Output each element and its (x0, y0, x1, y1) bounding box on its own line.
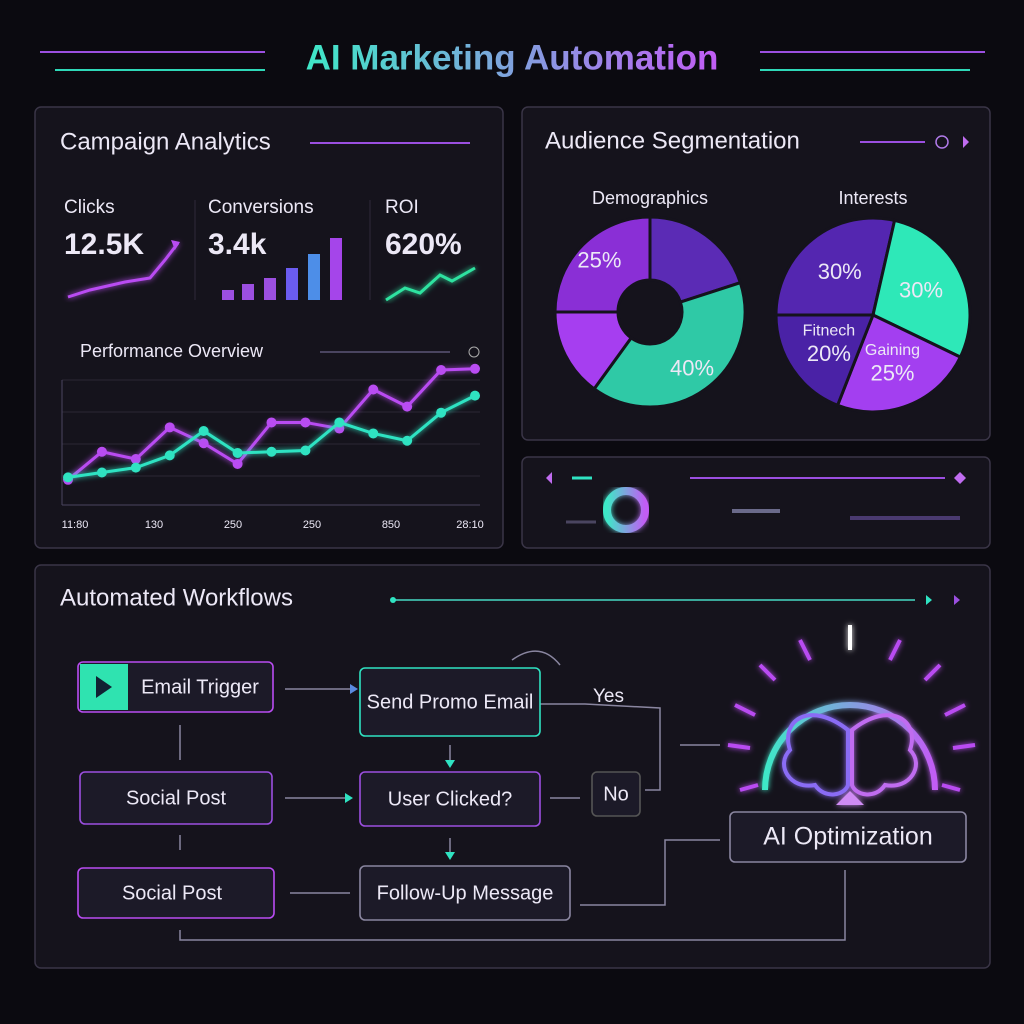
point (368, 428, 379, 439)
pie-slice (774, 216, 897, 317)
point (334, 417, 345, 428)
slice-value: 25% (577, 247, 621, 272)
icon[interactable] (963, 136, 969, 148)
pie-slice (871, 218, 972, 360)
workflow-node[interactable] (79, 771, 273, 825)
kpi-label: Clicks (64, 197, 115, 218)
point (130, 462, 141, 473)
sparkline (171, 240, 180, 250)
node-label: Email Trigger (141, 676, 259, 698)
sparkbars (222, 238, 342, 300)
play-icon (96, 676, 112, 698)
panel-title: Audience Segmentation (545, 127, 800, 154)
slice-label: Fitnech (803, 322, 855, 339)
panel (521, 456, 991, 549)
node-label: Follow-Up Message (377, 882, 554, 904)
pie-slice (553, 215, 652, 314)
point (164, 450, 175, 461)
point (266, 417, 277, 428)
kpi-value: 3.4k (208, 228, 267, 261)
point (300, 445, 311, 456)
point (232, 447, 243, 458)
workflow-node[interactable] (729, 811, 967, 863)
kpi-label: Conversions (208, 197, 314, 218)
panel (34, 106, 504, 549)
node-label: Social Post (126, 787, 226, 809)
kpi-value: 12.5K (64, 228, 144, 261)
node-label: No (603, 783, 629, 805)
pie-slice (648, 215, 743, 305)
pie-title: Interests (838, 188, 907, 208)
pie-slice (553, 310, 634, 391)
edge-label: Yes (593, 686, 624, 707)
icon (926, 595, 932, 605)
pie-slice (835, 312, 963, 414)
dot (390, 597, 396, 603)
icon (954, 595, 960, 605)
sparkline (67, 242, 180, 299)
point (300, 417, 311, 428)
icon (954, 472, 966, 484)
workflow-node[interactable] (359, 667, 541, 737)
point (96, 446, 107, 457)
point (232, 458, 243, 469)
slice-label: Gaining (865, 342, 920, 359)
workflow-node[interactable] (359, 865, 571, 921)
icon[interactable] (468, 346, 480, 358)
chart-title: Performance Overview (80, 341, 264, 361)
node-label: Social Post (122, 882, 222, 904)
connectors (179, 650, 846, 941)
slice-value: 30% (818, 259, 862, 284)
point (198, 426, 209, 436)
node-label: User Clicked? (388, 788, 512, 810)
point (436, 365, 447, 375)
slice-value: 20% (807, 341, 851, 366)
x-tick-label: 130 (145, 519, 163, 531)
point (130, 454, 141, 465)
kpi-value: 620% (385, 228, 462, 261)
point (96, 467, 107, 478)
node-label: Send Promo Email (367, 691, 534, 713)
slice-value: 25% (870, 360, 914, 385)
grid (61, 379, 480, 506)
panel-title: Campaign Analytics (60, 128, 271, 155)
point (164, 422, 175, 433)
ai-brain-icon (727, 625, 976, 805)
workflow-node[interactable] (359, 771, 541, 827)
slice-value: 40% (670, 356, 714, 381)
point (470, 363, 480, 374)
page-title: AI Marketing Automation (306, 38, 719, 77)
pie-slice (774, 313, 876, 408)
point (402, 435, 413, 446)
x-tick-label: 250 (224, 519, 242, 531)
pie-title: Demographics (592, 188, 708, 208)
sparkline (385, 266, 476, 302)
panel (34, 564, 991, 969)
icon[interactable] (546, 472, 552, 484)
kpi-label: ROI (385, 197, 419, 218)
point (436, 407, 447, 418)
point (63, 472, 73, 483)
icon[interactable] (935, 135, 949, 149)
ring (603, 487, 649, 533)
node-label: AI Optimization (763, 823, 933, 851)
x-tick-label: 28:10 (456, 519, 484, 531)
workflow-node[interactable] (591, 771, 641, 817)
x-tick-label: 250 (303, 519, 321, 531)
pie-slice (592, 280, 747, 409)
point (198, 438, 209, 449)
point (368, 384, 379, 395)
panel-title: Automated Workflows (60, 584, 293, 611)
workflow-node[interactable] (77, 867, 275, 919)
slice-value: 30% (899, 278, 943, 303)
x-tick-label: 850 (382, 519, 400, 531)
point (402, 401, 413, 412)
point (470, 390, 480, 401)
x-tick-label: 11:80 (62, 519, 89, 531)
point (266, 446, 277, 457)
